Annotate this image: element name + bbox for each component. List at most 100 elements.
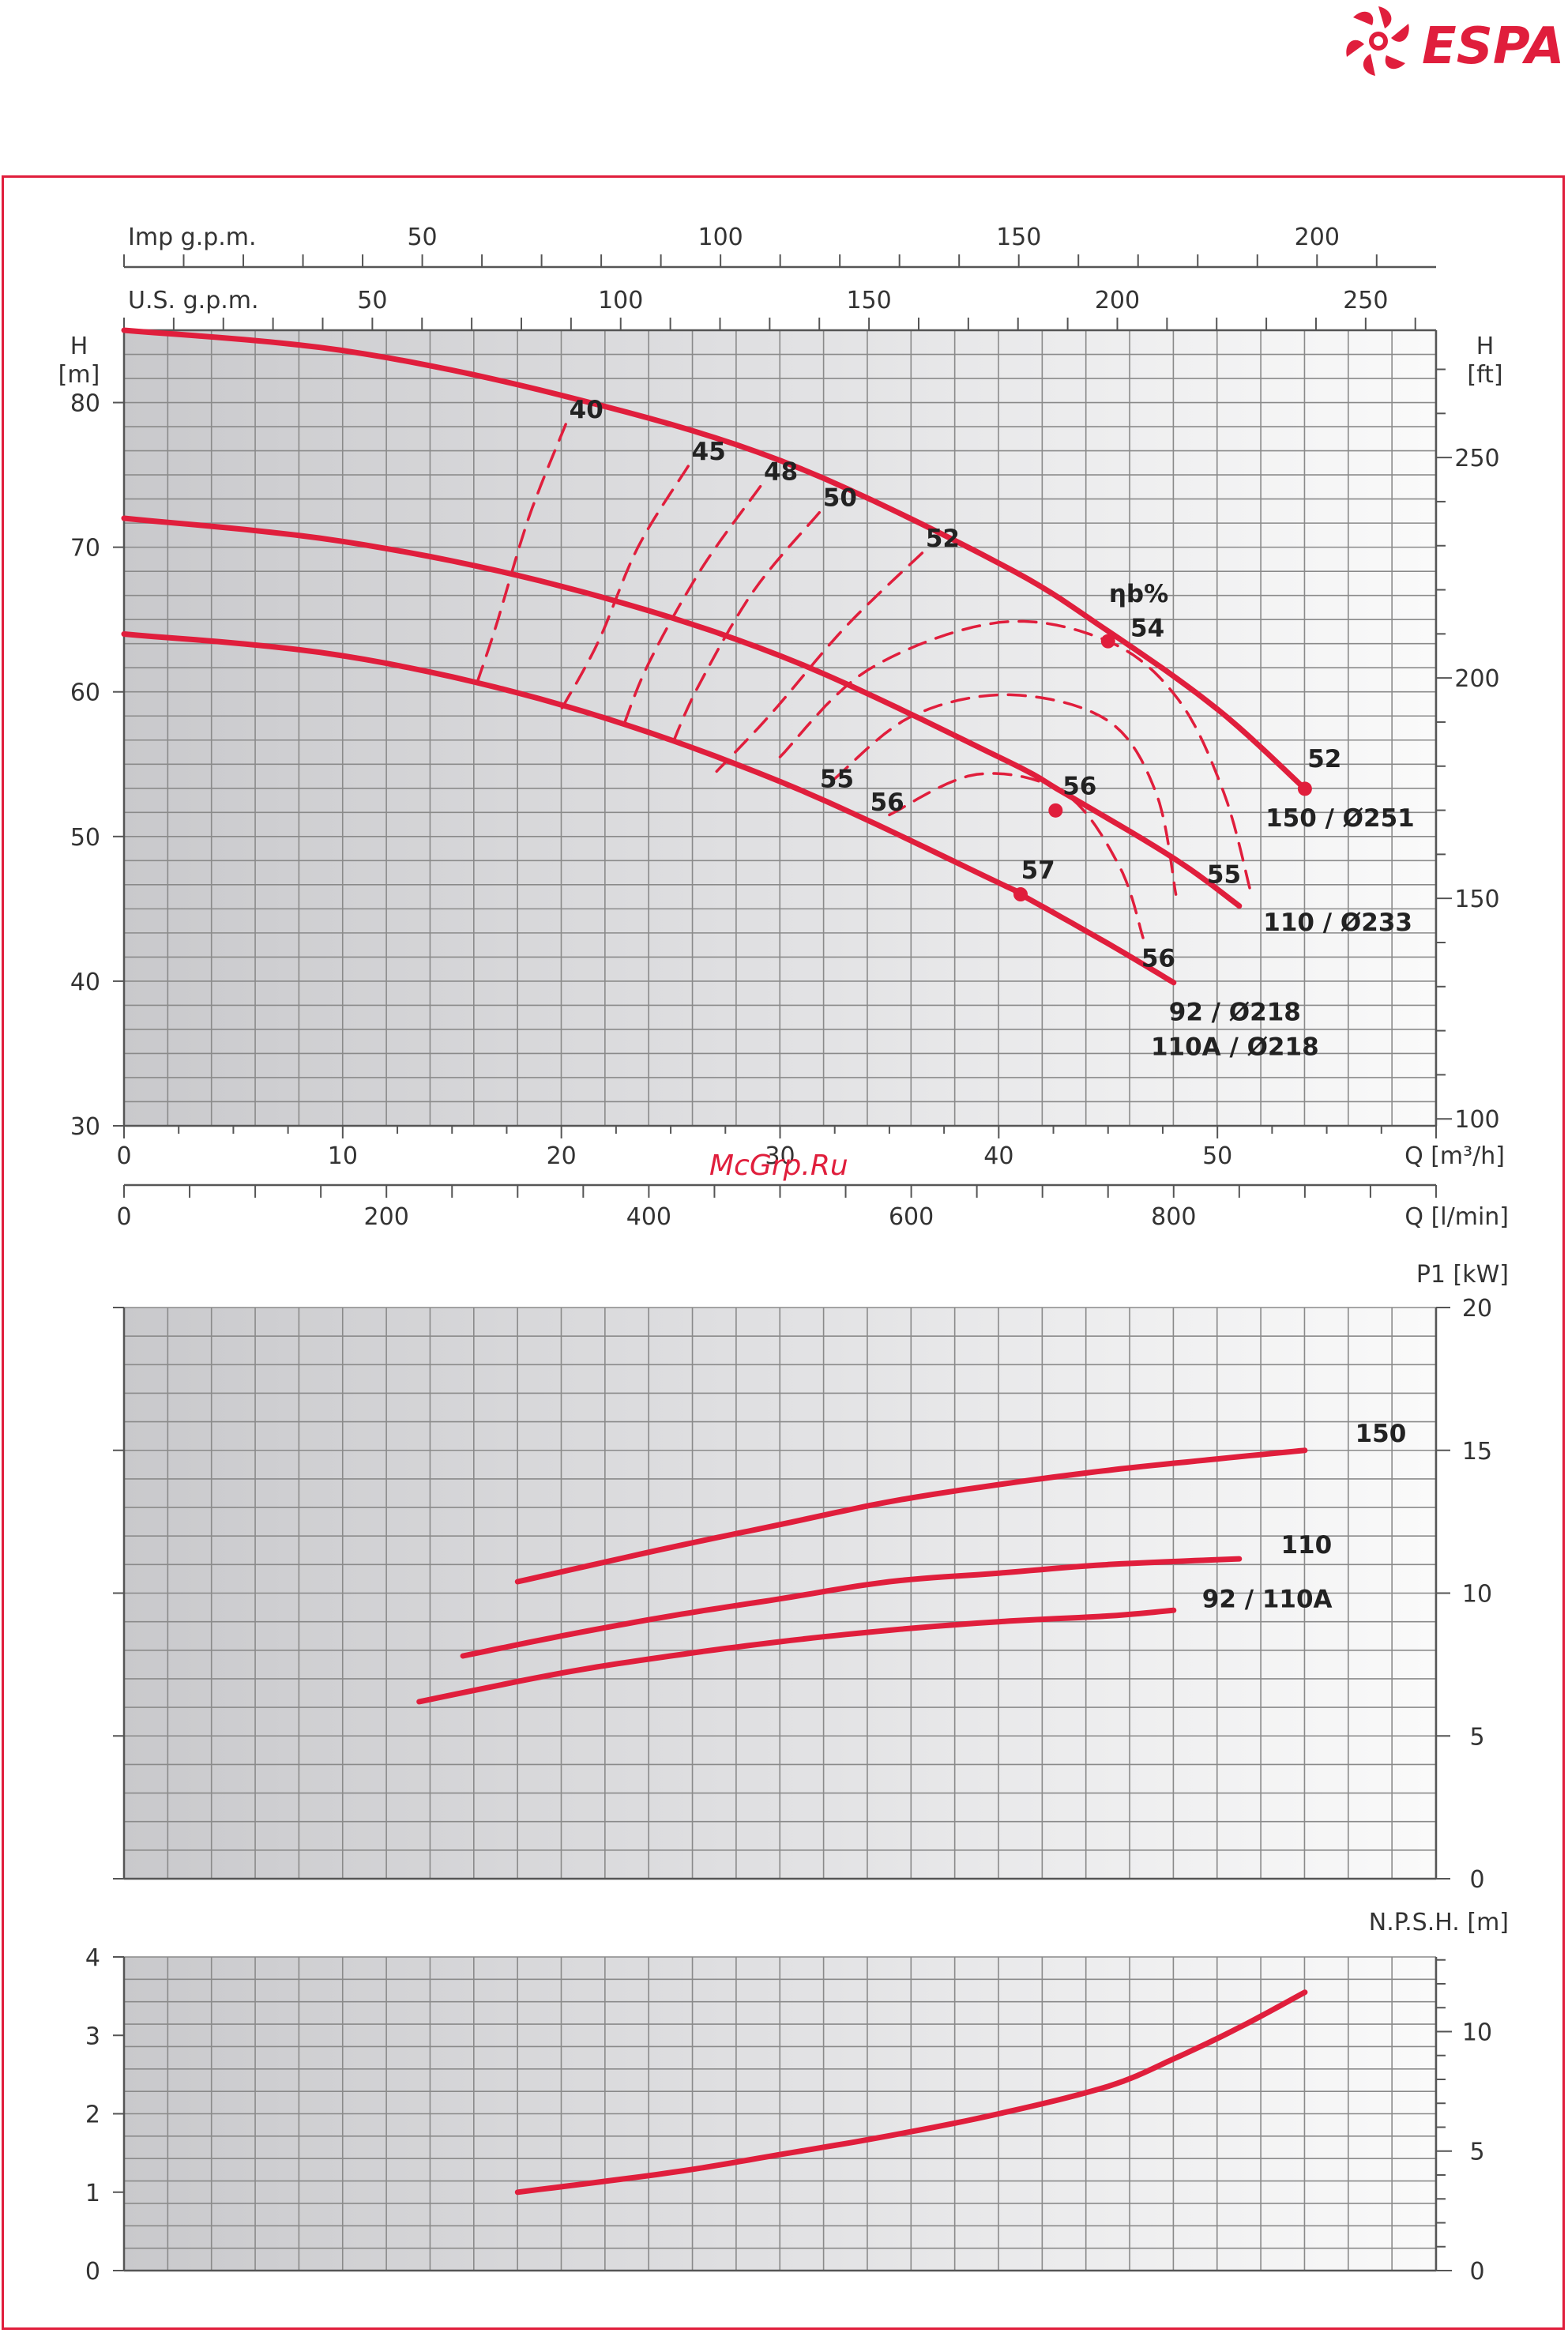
top-axis-tick-label: 150 xyxy=(846,287,891,314)
point-label: 55 xyxy=(1207,860,1241,889)
npsh-y-tick-label: 0 xyxy=(85,2258,100,2286)
efficiency-label: 48 xyxy=(764,458,798,487)
espa-logo: ESPA xyxy=(1346,6,1564,76)
top-axis-tick-label: 200 xyxy=(1095,287,1140,314)
lmin-tick-label: 400 xyxy=(626,1203,671,1231)
power-series-label: 110 xyxy=(1280,1531,1332,1560)
head-y-right-tick-label: 100 xyxy=(1454,1106,1499,1134)
power-chart-panel: 0 5 10 15 20 P1 [kW] 150 110 92 / 110A xyxy=(113,1261,1509,1894)
efficiency-label: 52 xyxy=(926,525,960,553)
power-series-label: 150 xyxy=(1356,1420,1407,1448)
npsh-y-right-tick-label: 0 xyxy=(1469,2258,1484,2286)
duty-point-marker xyxy=(1048,803,1063,818)
npsh-y-tick-label: 4 xyxy=(85,1944,100,1972)
efficiency-curve-45 xyxy=(559,465,690,711)
npsh-y-tick-label: 1 xyxy=(85,2180,100,2207)
power-y-tick-label: 5 xyxy=(1469,1723,1484,1751)
power-curve xyxy=(460,1556,1243,1659)
point-label: 57 xyxy=(1021,856,1055,885)
npsh-y-right-tick-label: 5 xyxy=(1469,2139,1484,2166)
head-y-tick-label: 60 xyxy=(70,679,100,707)
espa-logo-mark-icon xyxy=(1346,6,1409,76)
top-axis-1: 50 100 150 200 250 U.S. g.p.m. xyxy=(123,287,1436,332)
npsh-y-tick-label: 2 xyxy=(85,2102,100,2129)
lmin-axis-label: Q [l/min] xyxy=(1404,1203,1509,1231)
npsh-y-axis-label: N.P.S.H. [m] xyxy=(1369,1909,1509,1936)
head-y-axis-right-label: H xyxy=(1476,333,1495,360)
efficiency-label: 50 xyxy=(823,484,857,513)
brand-name: ESPA xyxy=(1422,17,1564,76)
head-y-tick-label: 50 xyxy=(70,824,100,852)
power-y-tick-label: 20 xyxy=(1462,1295,1492,1323)
npsh-curve xyxy=(514,1989,1308,2196)
head-y-tick-label: 30 xyxy=(70,1113,100,1141)
duty-point-marker xyxy=(1013,887,1028,902)
top-axis-tick-label: 100 xyxy=(598,287,643,314)
head-y-right-tick-label: 200 xyxy=(1454,665,1499,693)
npsh-y-tick-label: 3 xyxy=(85,2023,100,2050)
watermark: McGrp.Ru xyxy=(709,1150,848,1182)
head-y-right-tick-label: 150 xyxy=(1454,886,1499,913)
efficiency-axis-label: ηb% xyxy=(1109,580,1168,608)
head-curve xyxy=(121,631,1177,986)
efficiency-label: 45 xyxy=(692,438,726,466)
point-label: 55 xyxy=(820,766,854,794)
power-series-label: 92 / 110A xyxy=(1202,1586,1333,1614)
head-y-axis-label: H xyxy=(70,333,88,360)
power-curve xyxy=(416,1607,1177,1705)
series-label: 110A / Ø218 xyxy=(1151,1033,1319,1061)
top-axis-0: 50 100 150 200 Imp g.p.m. xyxy=(123,224,1436,269)
top-axis-tick-label: 200 xyxy=(1295,224,1340,251)
power-y-tick-label: 15 xyxy=(1462,1438,1492,1466)
efficiency-label: 54 xyxy=(1130,614,1164,642)
lmin-tick-label: 200 xyxy=(364,1203,409,1231)
head-x-tick-label: 30 xyxy=(765,1142,795,1170)
point-label: 56 xyxy=(870,788,904,817)
duty-point-marker xyxy=(1297,781,1312,796)
series-label: 150 / Ø251 xyxy=(1265,804,1415,833)
duty-point-marker xyxy=(1100,634,1115,649)
npsh-y-right-tick-label: 10 xyxy=(1462,2019,1492,2046)
lmin-tick-label: 800 xyxy=(1151,1203,1196,1231)
power-y-tick-label: 10 xyxy=(1462,1581,1492,1609)
head-y-axis-label: [m] xyxy=(58,361,100,389)
efficiency-curve-50 xyxy=(671,510,822,744)
top-axis-tick-label: 150 xyxy=(996,224,1041,251)
chart-frame xyxy=(2,175,1565,2330)
head-x-tick-label: 0 xyxy=(116,1142,131,1170)
head-y-tick-label: 80 xyxy=(70,390,100,418)
head-x-tick-label: 20 xyxy=(547,1142,577,1170)
head-y-axis-right-label: [ft] xyxy=(1467,361,1502,389)
head-x-tick-label: 40 xyxy=(983,1142,1013,1170)
npsh-chart-panel: 0 1 2 3 4 0 5 10 N.P.S.H. [m] xyxy=(85,1909,1509,2286)
head-x-axis-label: Q [m³/h] xyxy=(1404,1142,1505,1170)
head-x-tick-label: 10 xyxy=(328,1142,358,1170)
power-y-tick-label: 0 xyxy=(1469,1866,1484,1894)
top-axis-label: Imp g.p.m. xyxy=(128,224,257,251)
efficiency-label: 40 xyxy=(570,396,604,424)
top-axis-tick-label: 100 xyxy=(698,224,743,251)
efficiency-curve-52 xyxy=(715,551,924,773)
head-curve xyxy=(121,327,1308,792)
head-x-tick-label: 50 xyxy=(1202,1142,1232,1170)
series-label: 110 / Ø233 xyxy=(1263,909,1412,937)
head-y-right-tick-label: 250 xyxy=(1454,445,1499,472)
power-y-axis-label: P1 [kW] xyxy=(1416,1261,1509,1289)
series-label: 92 / Ø218 xyxy=(1169,998,1301,1026)
top-axis-tick-label: 50 xyxy=(407,224,437,251)
head-curve xyxy=(121,515,1243,909)
point-label: 52 xyxy=(1307,745,1341,773)
top-axis-tick-label: 250 xyxy=(1343,287,1388,314)
efficiency-curve-55 xyxy=(833,693,1178,896)
head-y-tick-label: 70 xyxy=(70,535,100,563)
lmin-tick-label: 600 xyxy=(889,1203,934,1231)
point-label: 56 xyxy=(1062,773,1096,801)
head-y-tick-label: 40 xyxy=(70,969,100,996)
point-label: 56 xyxy=(1141,945,1175,973)
top-axis-label: U.S. g.p.m. xyxy=(128,287,259,314)
lmin-tick-label: 0 xyxy=(116,1203,131,1231)
power-curve xyxy=(514,1447,1308,1585)
top-axis-tick-label: 50 xyxy=(357,287,387,314)
